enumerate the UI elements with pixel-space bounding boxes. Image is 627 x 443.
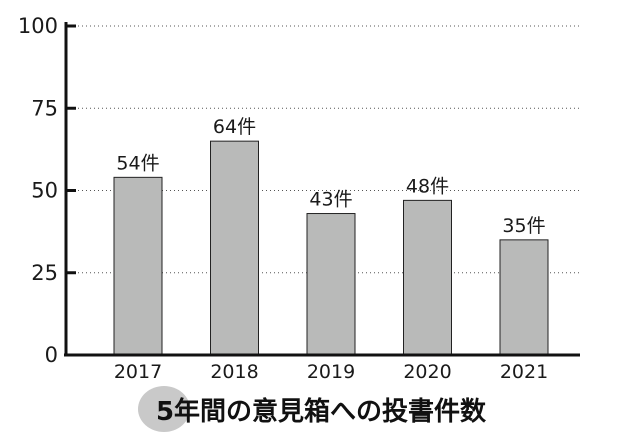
x-category-label: 2021: [500, 361, 548, 383]
bar: [403, 199, 452, 356]
data-label: 43件: [309, 189, 352, 211]
x-category-label: 2019: [307, 361, 355, 383]
bars: [113, 140, 549, 356]
data-label: 54件: [116, 152, 159, 174]
axes: [64, 22, 580, 357]
data-label: 48件: [406, 175, 449, 197]
y-tick-label: 0: [45, 343, 58, 367]
y-tick-label: 25: [31, 261, 58, 285]
bar: [210, 140, 259, 356]
data-labels: 54件 64件 43件 48件 35件: [116, 116, 545, 237]
bar: [499, 239, 549, 356]
bar: [306, 213, 356, 356]
y-tick-label: 75: [31, 96, 58, 120]
x-category-label: 2020: [403, 361, 451, 383]
data-label: 64件: [213, 116, 256, 138]
bar: [113, 176, 163, 356]
title-highlight-shape: [138, 386, 190, 432]
y-tick-labels: 0 25 50 75 100: [18, 14, 58, 367]
chart-title: 5年間の意見箱への投書件数: [156, 396, 487, 427]
x-category-label: 2018: [210, 361, 258, 383]
category-labels: 2017 2018 2019 2020 2021: [114, 361, 548, 383]
y-tick-label: 50: [31, 179, 58, 203]
chart-title-group: 5年間の意見箱への投書件数: [138, 386, 487, 432]
data-label: 35件: [502, 215, 545, 237]
y-tick-label: 100: [18, 14, 58, 38]
x-category-label: 2017: [114, 361, 162, 383]
